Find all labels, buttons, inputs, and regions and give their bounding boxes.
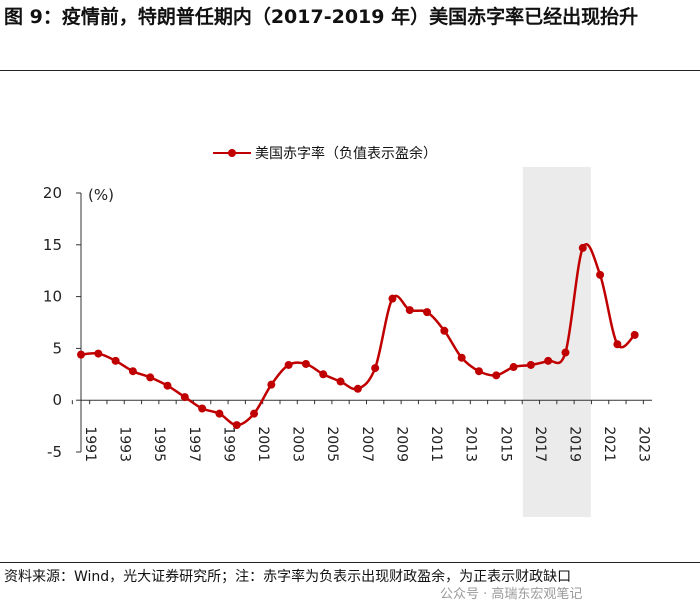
x-tick-label: 2011 [428,426,444,462]
y-tick-label: 10 [43,288,62,306]
x-tick-label: 2009 [393,426,409,462]
data-point [630,330,639,339]
data-point [561,348,570,357]
x-tick-label: 2001 [255,426,271,462]
data-point [180,393,189,402]
data-point [250,409,259,418]
y-tick-label: 5 [52,339,62,357]
data-point [423,308,432,317]
legend-label: 美国赤字率（负值表示盈余） [255,146,437,162]
data-point [146,373,155,382]
x-tick-label: 2017 [532,426,548,462]
x-tick-label: 2019 [566,426,582,462]
source-note: 资料来源：Wind，光大证券研究所；注：赤字率为负表示出现财政盈余，为正表示财政… [4,569,572,585]
data-point [440,326,449,335]
data-point [232,421,241,430]
data-point [509,363,518,372]
data-point [319,370,328,379]
x-tick-label: 2003 [290,426,306,462]
data-point [596,270,605,279]
y-tick-label: 20 [43,184,62,202]
data-point [111,356,120,365]
data-point [215,409,224,418]
shaded-period [522,167,591,517]
data-point [267,380,276,389]
data-point [336,377,345,386]
x-tick-label: 1995 [151,426,167,462]
title-underline [0,70,700,71]
x-tick-label: 1997 [186,426,202,462]
y-tick-label: 15 [43,236,62,254]
data-point [128,367,137,376]
data-point [544,356,553,365]
x-tick-label: 1991 [82,426,98,462]
line-chart: -5 0 5 10 15 20 (%) 1991 1993 1995 1997 1999 2001 200… [43,167,652,517]
data-point [526,360,535,369]
data-point [405,306,414,315]
watermark: 公众号 · 高瑞东宏观笔记 [440,587,583,602]
data-point [578,243,587,252]
x-tick-label: 2005 [324,426,340,462]
figure-title: 图 9：疫情前，特朗普任期内（2017-2019 年）美国赤字率已经出现抬升 [4,6,639,28]
y-axis-label: (%) [88,186,114,204]
source-divider [0,562,700,563]
data-point [301,359,310,368]
data-point [353,384,362,393]
data-point [94,349,103,358]
data-point [198,404,207,413]
x-tick-label: 2013 [463,426,479,462]
data-point [492,371,501,380]
data-point [457,353,466,362]
y-tick-label: 0 [52,391,62,409]
x-tick-label: 1999 [220,426,236,462]
data-point [77,350,85,359]
data-point [284,360,293,369]
data-point [388,294,397,303]
x-tick-label: 2015 [497,426,513,462]
chart-legend: 美国赤字率（负值表示盈余） [213,143,437,163]
data-point [474,367,483,376]
data-point [163,381,172,390]
legend-line-marker [213,143,251,163]
x-tick-label: 1993 [117,426,133,462]
data-point [371,364,380,373]
x-tick-label: 2021 [601,426,617,462]
data-point [613,340,622,349]
x-tick-label: 2023 [636,426,652,462]
x-tick-label: 2007 [359,426,375,462]
y-tick-label: -5 [47,443,62,461]
